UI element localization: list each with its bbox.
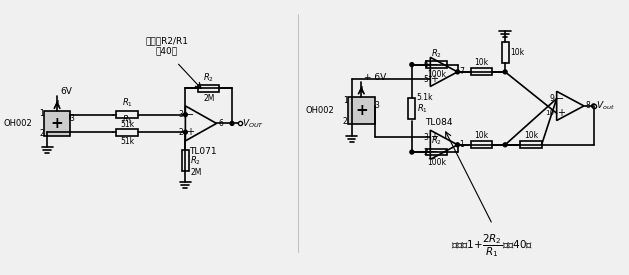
Bar — [116, 111, 138, 118]
Circle shape — [455, 143, 459, 147]
Text: +: + — [430, 133, 438, 142]
Circle shape — [184, 130, 187, 134]
Text: 100k: 100k — [427, 70, 446, 79]
Bar — [408, 98, 415, 119]
Text: 增益为R2/R1
约40倍: 增益为R2/R1 约40倍 — [145, 36, 189, 55]
Text: 4: 4 — [55, 100, 60, 109]
Text: 1: 1 — [40, 109, 45, 118]
Text: +: + — [430, 74, 438, 84]
Circle shape — [503, 70, 507, 74]
Bar — [502, 42, 508, 63]
Text: 10k: 10k — [524, 131, 538, 140]
Text: TL084: TL084 — [425, 118, 453, 127]
Text: 3: 3 — [179, 110, 184, 119]
Circle shape — [503, 143, 507, 147]
Bar — [45, 111, 70, 136]
Bar — [520, 141, 542, 148]
Text: 9: 9 — [550, 94, 555, 103]
Text: $V_{out}$: $V_{out}$ — [596, 100, 615, 112]
Text: +: + — [51, 116, 64, 131]
Bar — [470, 68, 492, 75]
Text: 2: 2 — [40, 129, 45, 138]
Circle shape — [592, 104, 596, 108]
Text: 3: 3 — [423, 133, 428, 142]
Text: 6: 6 — [218, 119, 223, 128]
Text: 4: 4 — [359, 86, 364, 95]
Text: + 6V: + 6V — [364, 73, 386, 82]
Text: −: − — [557, 94, 565, 104]
Circle shape — [455, 70, 459, 74]
Text: 增益为1+$\dfrac{2R_2}{R_1}$，约40倍: 增益为1+$\dfrac{2R_2}{R_1}$，约40倍 — [452, 233, 533, 260]
Bar — [348, 97, 375, 124]
Text: 2: 2 — [343, 117, 348, 126]
Text: 2M: 2M — [190, 168, 202, 177]
Text: 6: 6 — [423, 60, 428, 69]
Text: +: + — [355, 103, 368, 118]
Text: 1: 1 — [343, 96, 348, 104]
Text: 2: 2 — [423, 148, 428, 156]
Text: 51k: 51k — [120, 137, 134, 146]
Text: 3: 3 — [70, 114, 75, 123]
Text: 6V: 6V — [60, 87, 72, 96]
Text: $V_{OUT}$: $V_{OUT}$ — [242, 117, 264, 130]
Text: OH002: OH002 — [3, 119, 32, 128]
Text: $R_2$: $R_2$ — [190, 154, 201, 167]
Circle shape — [184, 113, 187, 117]
Text: 1: 1 — [459, 140, 464, 149]
Text: $R_2$: $R_2$ — [431, 47, 442, 60]
Text: $R_2$: $R_2$ — [431, 135, 442, 147]
Text: 2: 2 — [179, 128, 184, 137]
Bar — [116, 129, 138, 136]
Text: OH002: OH002 — [305, 106, 334, 115]
Text: −: − — [430, 147, 438, 157]
Text: 2M: 2M — [203, 94, 214, 103]
Text: 10k: 10k — [510, 48, 524, 57]
Text: $R_2$: $R_2$ — [203, 71, 214, 84]
Text: $R_1$: $R_1$ — [121, 114, 133, 126]
Text: $R_1$: $R_1$ — [416, 102, 428, 115]
Text: $R_1$: $R_1$ — [121, 96, 133, 109]
Text: −: − — [430, 60, 438, 70]
Text: TL071: TL071 — [189, 147, 216, 156]
Text: 10k: 10k — [474, 58, 488, 67]
Text: −: − — [186, 110, 194, 120]
Text: 7: 7 — [459, 67, 464, 76]
Text: 10k: 10k — [474, 131, 488, 140]
Text: 5.1k: 5.1k — [416, 92, 433, 101]
Bar — [426, 149, 447, 155]
Bar — [182, 150, 189, 171]
Text: 100k: 100k — [427, 158, 446, 167]
Text: 8: 8 — [586, 101, 591, 110]
Circle shape — [230, 122, 234, 125]
Circle shape — [410, 150, 414, 154]
Bar — [198, 85, 220, 92]
Text: 10: 10 — [546, 110, 555, 116]
Text: 5: 5 — [423, 75, 428, 84]
Text: +: + — [557, 108, 565, 118]
Text: 51k: 51k — [120, 120, 134, 128]
Circle shape — [410, 63, 414, 67]
Text: 3: 3 — [375, 101, 380, 110]
Bar — [470, 141, 492, 148]
Text: +: + — [186, 127, 194, 137]
Bar — [426, 61, 447, 68]
